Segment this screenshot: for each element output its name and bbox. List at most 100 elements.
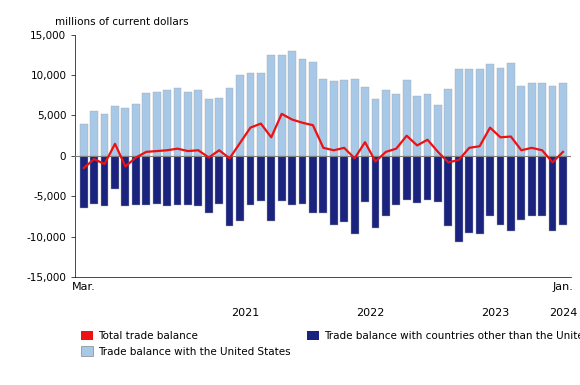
- Bar: [267, 55, 275, 156]
- Bar: [465, 69, 473, 156]
- Bar: [486, 156, 494, 216]
- Bar: [80, 124, 88, 156]
- Bar: [320, 156, 327, 213]
- Text: 2021: 2021: [231, 308, 259, 318]
- Bar: [153, 92, 161, 156]
- Bar: [330, 81, 338, 156]
- Bar: [413, 156, 421, 203]
- Bar: [80, 156, 88, 209]
- Bar: [90, 156, 98, 204]
- Bar: [382, 90, 390, 156]
- Bar: [278, 156, 285, 201]
- Bar: [173, 88, 182, 156]
- Bar: [246, 156, 255, 205]
- Bar: [549, 85, 556, 156]
- Bar: [132, 156, 140, 205]
- Bar: [507, 63, 515, 156]
- Bar: [257, 156, 264, 201]
- Bar: [163, 90, 171, 156]
- Bar: [320, 79, 327, 156]
- Bar: [507, 156, 515, 231]
- Bar: [132, 104, 140, 156]
- Bar: [111, 106, 119, 156]
- Bar: [153, 156, 161, 204]
- Bar: [309, 156, 317, 213]
- Bar: [142, 156, 150, 205]
- Bar: [496, 156, 505, 226]
- Bar: [205, 99, 213, 156]
- Text: millions of current dollars: millions of current dollars: [55, 17, 188, 27]
- Bar: [173, 156, 182, 205]
- Bar: [444, 156, 452, 226]
- Bar: [121, 156, 129, 206]
- Bar: [403, 156, 411, 199]
- Bar: [559, 156, 567, 224]
- Bar: [340, 80, 348, 156]
- Bar: [361, 156, 369, 202]
- Bar: [205, 156, 213, 213]
- Bar: [278, 55, 285, 156]
- Bar: [288, 156, 296, 205]
- Bar: [403, 80, 411, 156]
- Bar: [184, 92, 192, 156]
- Bar: [267, 156, 275, 221]
- Bar: [226, 88, 234, 156]
- Bar: [434, 156, 442, 202]
- Bar: [538, 156, 546, 216]
- Bar: [361, 87, 369, 156]
- Bar: [163, 156, 171, 206]
- Bar: [476, 69, 484, 156]
- Text: 2022: 2022: [356, 308, 385, 318]
- Bar: [392, 156, 400, 205]
- Bar: [455, 69, 463, 156]
- Bar: [423, 94, 432, 156]
- Bar: [288, 51, 296, 156]
- Bar: [257, 74, 264, 156]
- Bar: [538, 83, 546, 156]
- Bar: [101, 156, 108, 206]
- Bar: [215, 98, 223, 156]
- Legend: Total trade balance, Trade balance with the United States, Trade balance with co: Total trade balance, Trade balance with …: [81, 331, 580, 357]
- Text: 2023: 2023: [481, 308, 509, 318]
- Bar: [528, 156, 535, 216]
- Bar: [236, 156, 244, 221]
- Bar: [517, 85, 525, 156]
- Bar: [351, 156, 358, 234]
- Bar: [142, 93, 150, 156]
- Bar: [434, 105, 442, 156]
- Bar: [330, 156, 338, 226]
- Bar: [528, 83, 535, 156]
- Bar: [413, 96, 421, 156]
- Bar: [194, 90, 202, 156]
- Bar: [455, 156, 463, 243]
- Text: 2024: 2024: [549, 308, 577, 318]
- Bar: [549, 156, 556, 231]
- Bar: [392, 94, 400, 156]
- Bar: [476, 156, 484, 234]
- Bar: [517, 156, 525, 220]
- Bar: [101, 114, 108, 156]
- Bar: [236, 75, 244, 156]
- Bar: [465, 156, 473, 233]
- Bar: [90, 112, 98, 156]
- Bar: [372, 99, 379, 156]
- Bar: [444, 89, 452, 156]
- Bar: [299, 59, 306, 156]
- Bar: [299, 156, 306, 204]
- Bar: [121, 108, 129, 156]
- Bar: [486, 64, 494, 156]
- Bar: [111, 156, 119, 189]
- Bar: [496, 68, 505, 156]
- Bar: [340, 156, 348, 222]
- Bar: [215, 156, 223, 204]
- Bar: [559, 83, 567, 156]
- Bar: [226, 156, 234, 226]
- Bar: [372, 156, 379, 228]
- Bar: [194, 156, 202, 206]
- Bar: [246, 73, 255, 156]
- Bar: [309, 62, 317, 156]
- Bar: [351, 79, 358, 156]
- Bar: [423, 156, 432, 199]
- Bar: [382, 156, 390, 216]
- Bar: [184, 156, 192, 205]
